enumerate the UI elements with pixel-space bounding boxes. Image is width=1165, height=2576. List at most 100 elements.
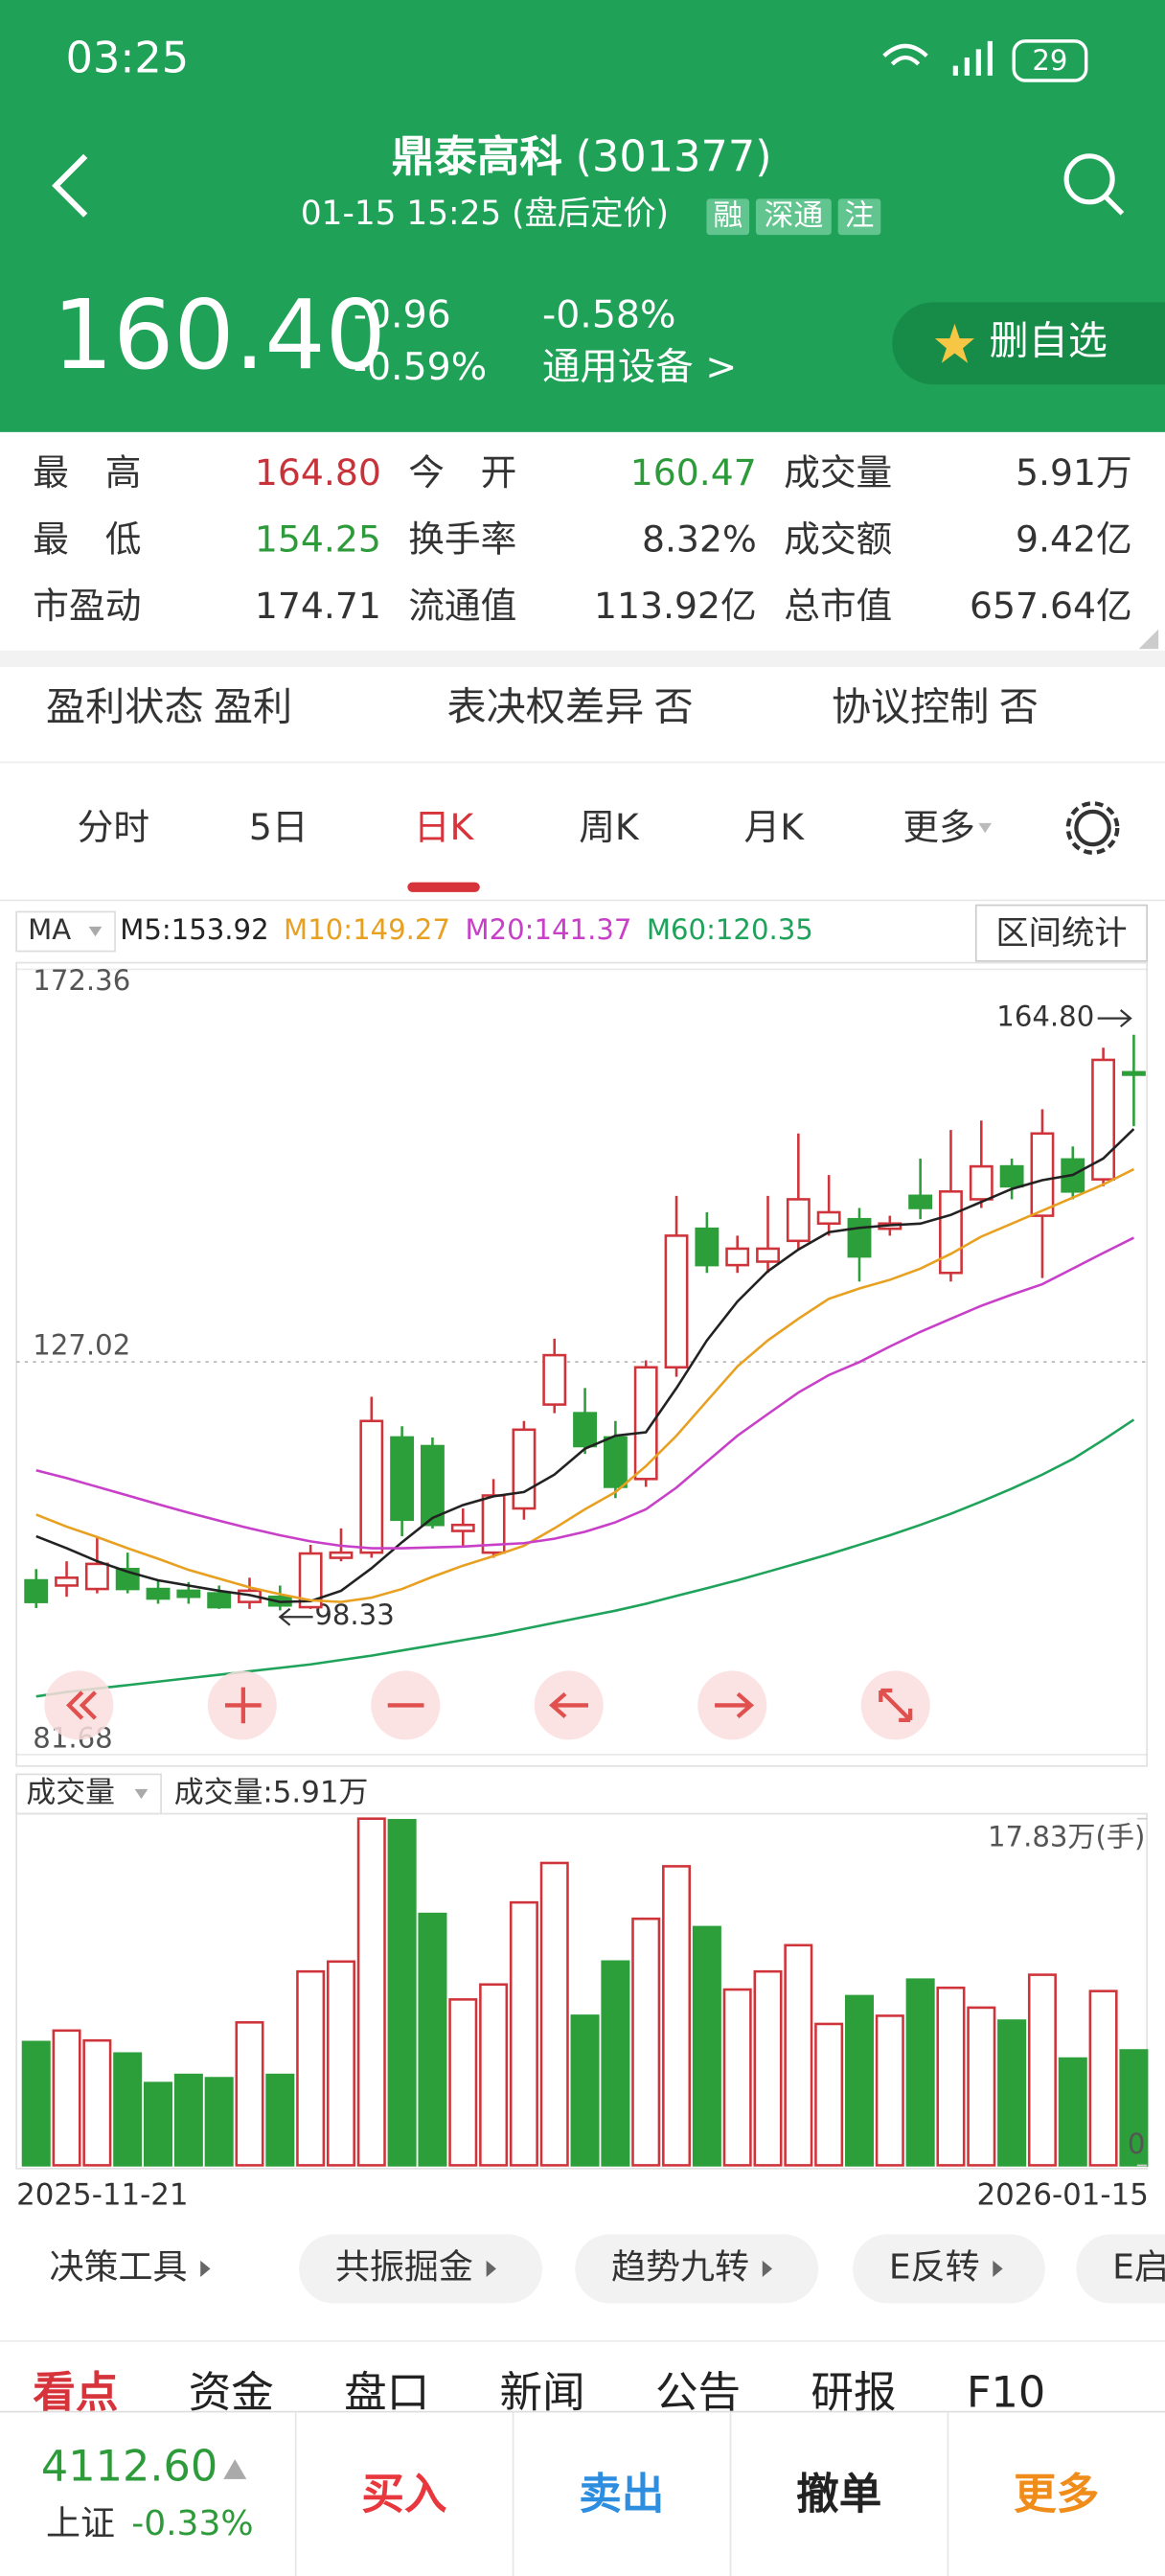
low-arrow [278,1607,313,1626]
search-button[interactable] [1063,153,1125,216]
news-tab[interactable]: F10 [967,2367,1045,2417]
tag: 盈利状态 盈利 [46,684,292,730]
volume-bar [296,1969,326,2167]
candle-body [573,1412,598,1448]
watch-label[interactable]: 删自选 [989,317,1107,363]
tool-label[interactable]: E反转 [889,2247,980,2287]
ma-line [35,1418,1135,1698]
chart-control-icon[interactable] [66,1690,97,1720]
trade-button[interactable]: 撤单 [796,2470,881,2519]
chart-control-icon[interactable] [224,1687,262,1724]
stat-value: 657.64亿 [970,585,1132,627]
volume-bar [418,1912,447,2167]
volume-bar [21,2040,51,2167]
news-tab[interactable]: 看点 [33,2367,118,2417]
range-label[interactable]: 区间统计 [995,914,1127,953]
stat-value: 8.32% [642,518,757,560]
volume-bar [631,1917,661,2167]
chart-control-icon[interactable] [715,1691,755,1719]
tab[interactable]: 日K [414,806,475,848]
legend-entry: M60:120.35 [647,913,813,946]
candle-body [969,1164,994,1201]
tool-pill[interactable] [1076,2234,1165,2304]
volume-tick-label: 17.83万(手) [988,1820,1145,1852]
volume-label: 成交量:5.91万 [174,1776,369,1810]
candle-body [512,1428,537,1510]
candle-body [603,1436,628,1488]
volume-bar [844,1994,874,2167]
ma-selector[interactable]: MA [15,910,116,953]
badge-label: 注 [845,198,875,233]
tool-label[interactable]: 共振掘金 [335,2247,473,2287]
tool-pill[interactable] [853,2234,1045,2304]
industry[interactable]: 通用设备 > [542,345,737,389]
volume-bar [356,1817,386,2167]
settings-button[interactable] [1065,801,1120,855]
candle-body [908,1194,933,1209]
candle-body [329,1551,354,1559]
candle-body [421,1444,445,1527]
watch-button[interactable]: 删自选 [892,302,1165,385]
candle-body [633,1366,658,1481]
tag-label: 表决权差异 [447,684,645,730]
ma-selector-label[interactable]: MA [28,913,71,946]
badge [706,198,750,236]
stat-label: 成交额 [784,518,892,560]
volume-bar [144,2082,173,2167]
tab[interactable]: 月K [744,806,806,848]
candle-body [725,1247,750,1267]
volume-selector[interactable]: 成交量 [15,1773,162,1815]
tab[interactable]: 5日 [249,806,308,848]
candle-body [390,1436,415,1522]
legend-entry: M20:141.37 [465,913,631,946]
candle-body [55,1576,79,1587]
tool-pill[interactable] [575,2234,819,2304]
badge-label: 融 [713,198,742,233]
tab[interactable]: 更多 [902,806,974,848]
volume-bar [662,1865,692,2167]
tag: 协议控制否 [832,684,1039,730]
trade-button[interactable]: 卖出 [579,2470,664,2519]
corner-mark [1138,629,1159,650]
tag-value: 否 [999,684,1039,730]
candle-body [1030,1132,1055,1217]
news-tab[interactable]: 公告 [655,2367,741,2417]
back-button[interactable] [52,153,88,218]
volume-bar [82,2038,112,2167]
tab-indicator [407,882,480,892]
tool-pill[interactable] [299,2234,542,2304]
news-tab[interactable]: 资金 [189,2367,274,2417]
index-name: 上证 [46,2504,115,2543]
volume-selector-label[interactable]: 成交量 [26,1776,115,1810]
volume-bar [52,2029,81,2167]
news-tab[interactable]: 新闻 [500,2367,585,2417]
volume-bar [601,1960,630,2167]
chart-control[interactable] [44,1670,114,1740]
stat-label: 流通值 [408,585,516,627]
chart-control-icon[interactable] [879,1688,913,1722]
wifi-icon [882,43,928,66]
volume-bar [1058,2057,1087,2167]
tool-label[interactable]: 决策工具 [49,2247,187,2287]
trade-button[interactable]: 更多 [1014,2470,1099,2519]
volume-bar [753,1969,783,2167]
chart-control-icon[interactable] [549,1691,589,1719]
tab[interactable]: 周K [579,806,640,848]
candle-body [999,1164,1024,1188]
tab[interactable]: 分时 [78,806,149,848]
trade-button[interactable]: 买入 [361,2470,446,2519]
tool-label[interactable]: E启 [1112,2247,1165,2287]
index-change: -0.33% [131,2504,253,2543]
candle-body [207,1592,232,1609]
news-tab[interactable]: 盘口 [344,2367,429,2417]
tool-label[interactable]: 趋势九转 [611,2247,749,2287]
price: 160.40 [53,281,386,391]
news-tab[interactable]: 研报 [811,2367,896,2417]
ma-line [35,1236,1134,1550]
tool-arrow [762,2260,773,2277]
range-button[interactable]: 区间统计 [974,904,1148,962]
tag-value: 否 [654,684,694,730]
volume-bar [265,2073,295,2167]
badge-label: 深通 [765,198,824,233]
